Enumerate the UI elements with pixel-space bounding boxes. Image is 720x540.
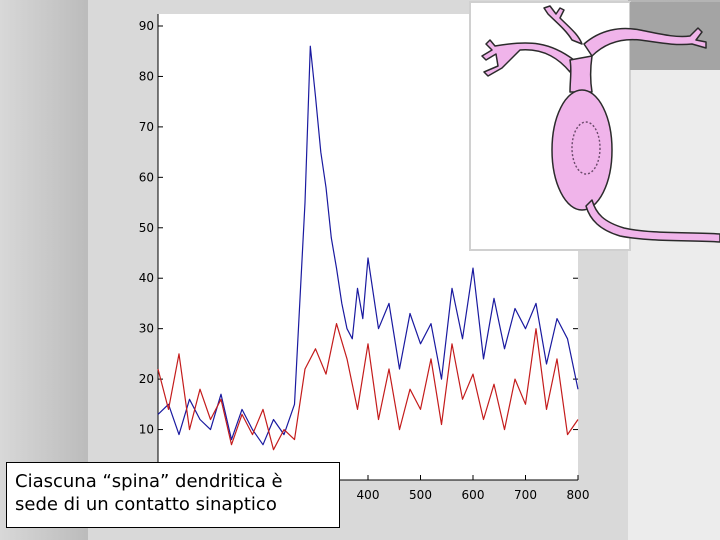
y-tick-label: 70 [139, 120, 154, 134]
neuron-nucleus [571, 121, 601, 175]
y-tick-label: 80 [139, 69, 154, 83]
x-tick-label: 600 [462, 488, 485, 502]
neuron-drawing-icon [469, 1, 720, 251]
y-tick-label: 50 [139, 221, 154, 235]
x-tick-label: 700 [514, 488, 537, 502]
y-tick-label: 60 [139, 170, 154, 184]
y-tick-label: 90 [139, 19, 154, 33]
x-tick-label: 800 [567, 488, 590, 502]
y-tick-label: 30 [139, 322, 154, 336]
x-tick-label: 500 [409, 488, 432, 502]
neuron-dendrite-left [481, 39, 575, 77]
y-tick-label: 10 [139, 423, 154, 437]
caption-line-2: sede di un contatto sinaptico [15, 494, 277, 515]
y-tick-label: 20 [139, 372, 154, 386]
neuron-trunk [569, 55, 593, 93]
series-layer [157, 45, 579, 451]
neuron-dendrite-top [543, 5, 583, 45]
caption-box: Ciascuna “spina” dendritica è sede di un… [6, 462, 340, 528]
y-tick-label: 40 [139, 271, 154, 285]
series-line-red [157, 323, 579, 451]
neuron-soma [551, 89, 613, 211]
caption-line-1: Ciascuna “spina” dendritica è [15, 471, 283, 492]
neuron-dendrite-right [583, 27, 707, 57]
y-axis: 10 20 30 40 50 60 70 80 90 [139, 14, 578, 480]
slide-right-strip [628, 70, 720, 540]
x-tick-label: 400 [357, 488, 380, 502]
series-line-blue [157, 45, 579, 446]
